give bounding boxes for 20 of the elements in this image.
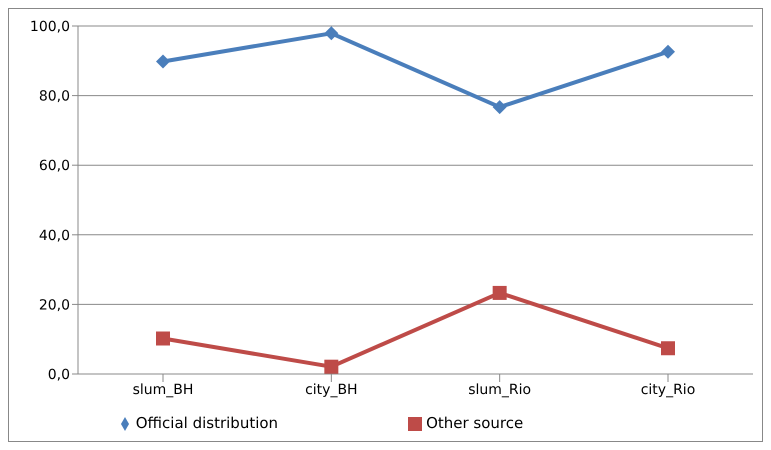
x-tick-label: city_Rio [640, 382, 696, 398]
y-tick-label: 100,0 [30, 18, 70, 35]
y-tick-label: 0,0 [48, 366, 70, 383]
x-tick-label: slum_Rio [468, 382, 532, 398]
x-tick-label: city_BH [305, 382, 358, 398]
legend-label: Other source [426, 414, 524, 432]
x-tick-label: slum_BH [132, 382, 194, 398]
y-tick-label: 80,0 [38, 88, 70, 105]
point [324, 26, 338, 40]
y-tick-label: 20,0 [38, 297, 70, 314]
point [156, 54, 170, 68]
point [492, 286, 507, 300]
y-tick-label: 60,0 [38, 158, 70, 174]
point [661, 341, 675, 356]
y-tick-label: 40,0 [38, 228, 70, 244]
legend-label: Official distribution [136, 414, 278, 432]
point [661, 44, 675, 59]
point [324, 360, 338, 374]
point [492, 100, 507, 114]
point [156, 332, 170, 346]
